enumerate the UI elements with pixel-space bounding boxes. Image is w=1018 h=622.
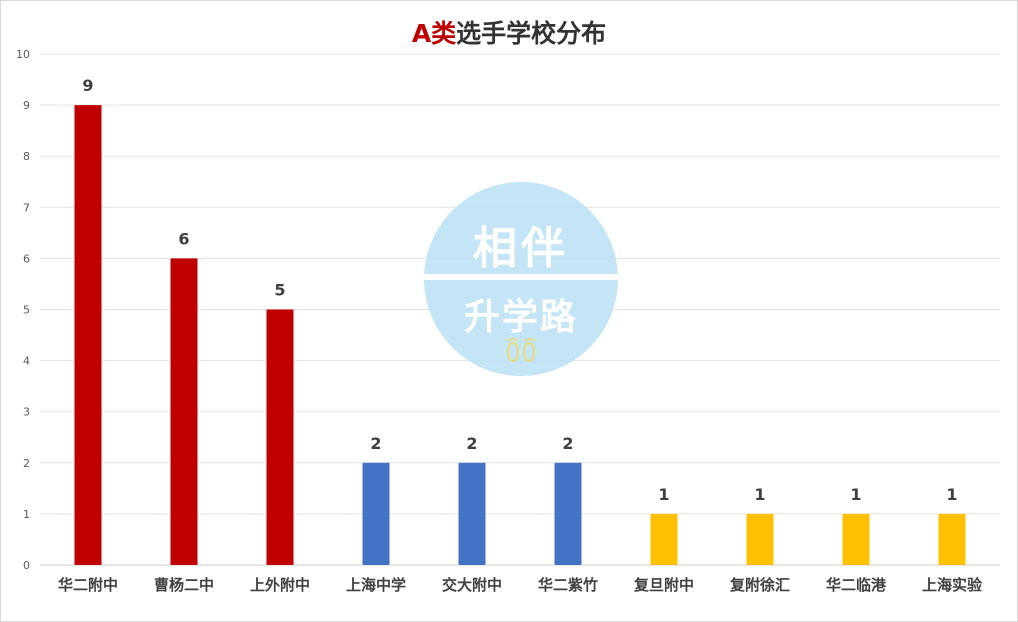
data-labels: 9 6 5 2 2 2 1 1 1 1 — [82, 76, 957, 504]
watermark-line2: 升学路 — [463, 297, 578, 338]
bar — [554, 462, 582, 565]
bar — [458, 462, 486, 565]
data-label: 6 — [178, 229, 189, 248]
x-tick-label: 曹杨二中 — [154, 576, 214, 594]
bar — [266, 309, 294, 565]
y-tick-label: 4 — [23, 355, 30, 368]
data-label: 2 — [370, 434, 381, 453]
data-label: 2 — [466, 434, 477, 453]
y-tick-label: 8 — [23, 150, 30, 163]
y-tick-label: 2 — [23, 457, 30, 470]
x-tick-label: 上外附中 — [250, 576, 310, 594]
data-label: 5 — [274, 281, 285, 300]
y-axis: 0 1 2 3 4 5 6 7 8 9 10 — [16, 48, 30, 572]
chart-title-suffix: 选手学校分布 — [456, 19, 607, 48]
bar — [170, 258, 198, 565]
data-label: 1 — [850, 485, 861, 504]
footprints-icon — [506, 337, 536, 362]
chart-title: A类选手学校分布 — [0, 14, 1018, 50]
bar — [842, 513, 870, 565]
gridlines — [40, 53, 1000, 566]
y-tick-label: 5 — [23, 304, 30, 317]
y-tick-label: 6 — [23, 252, 30, 265]
y-tick-label: 0 — [23, 559, 30, 572]
bar — [74, 105, 102, 565]
x-tick-label: 上海实验 — [922, 576, 983, 594]
chart-title-prefix: A类 — [411, 19, 457, 48]
x-tick-label: 华二附中 — [58, 576, 118, 594]
bars — [74, 105, 966, 565]
data-label: 1 — [946, 485, 957, 504]
watermark-divider — [424, 274, 618, 280]
x-tick-label: 上海中学 — [346, 576, 406, 594]
bar — [650, 513, 678, 565]
y-tick-label: 10 — [16, 48, 30, 61]
x-tick-label: 复附徐汇 — [729, 576, 790, 594]
data-label: 1 — [658, 485, 669, 504]
y-tick-label: 3 — [23, 406, 30, 419]
bar — [746, 513, 774, 565]
bar — [938, 513, 966, 565]
watermark-logo: 相伴 升学路 — [424, 182, 618, 376]
x-tick-label: 复旦附中 — [633, 576, 694, 594]
data-label: 1 — [754, 485, 765, 504]
x-tick-label: 华二紫竹 — [538, 576, 598, 594]
watermark-line1: 相伴 — [473, 223, 569, 274]
data-label: 2 — [562, 434, 573, 453]
y-tick-label: 9 — [23, 99, 30, 112]
y-tick-label: 1 — [23, 508, 30, 521]
x-tick-label: 交大附中 — [442, 576, 502, 594]
x-axis: 华二附中 曹杨二中 上外附中 上海中学 交大附中 华二紫竹 复旦附中 复附徐汇 华二临港 上海实验 — [58, 576, 983, 594]
x-tick-label: 华二临港 — [826, 576, 887, 594]
bar — [362, 462, 390, 565]
data-label: 9 — [82, 76, 93, 95]
y-tick-label: 7 — [23, 201, 30, 214]
